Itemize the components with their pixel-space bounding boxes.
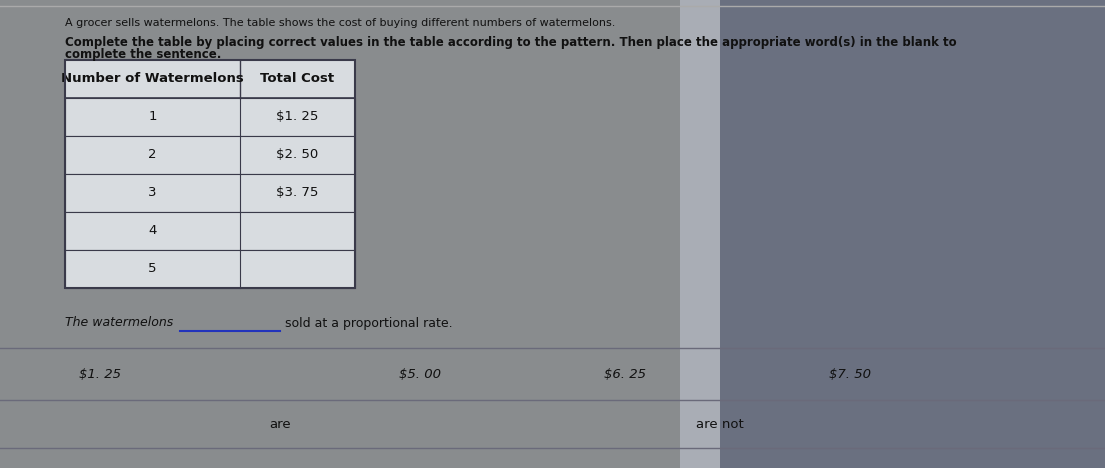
Text: $6. 25: $6. 25	[604, 367, 646, 380]
FancyBboxPatch shape	[0, 0, 720, 468]
FancyBboxPatch shape	[680, 0, 1105, 468]
Text: 4: 4	[148, 225, 157, 237]
Text: complete the sentence.: complete the sentence.	[65, 48, 221, 61]
Bar	[65, 60, 355, 288]
Text: $7. 50: $7. 50	[829, 367, 871, 380]
Bar	[65, 136, 355, 174]
Text: are not: are not	[696, 417, 744, 431]
Text: $3. 75: $3. 75	[276, 187, 318, 199]
Text: $5. 00: $5. 00	[399, 367, 441, 380]
Bar	[65, 98, 355, 136]
Bar	[65, 60, 355, 98]
Text: Number of Watermelons: Number of Watermelons	[61, 73, 244, 86]
Text: Total Cost: Total Cost	[261, 73, 335, 86]
Text: 2: 2	[148, 148, 157, 161]
Text: A grocer sells watermelons. The table shows the cost of buying different numbers: A grocer sells watermelons. The table sh…	[65, 18, 615, 28]
Bar	[65, 250, 355, 288]
Text: $2. 50: $2. 50	[276, 148, 318, 161]
Bar	[65, 212, 355, 250]
Text: The watermelons: The watermelons	[65, 316, 173, 329]
Bar	[65, 174, 355, 212]
Text: 1: 1	[148, 110, 157, 124]
Text: $1. 25: $1. 25	[276, 110, 318, 124]
Text: 3: 3	[148, 187, 157, 199]
Text: Complete the table by placing correct values in the table according to the patte: Complete the table by placing correct va…	[65, 36, 957, 49]
Text: 5: 5	[148, 263, 157, 276]
Text: sold at a proportional rate.: sold at a proportional rate.	[285, 316, 453, 329]
Text: are: are	[270, 417, 291, 431]
Text: $1. 25: $1. 25	[78, 367, 122, 380]
